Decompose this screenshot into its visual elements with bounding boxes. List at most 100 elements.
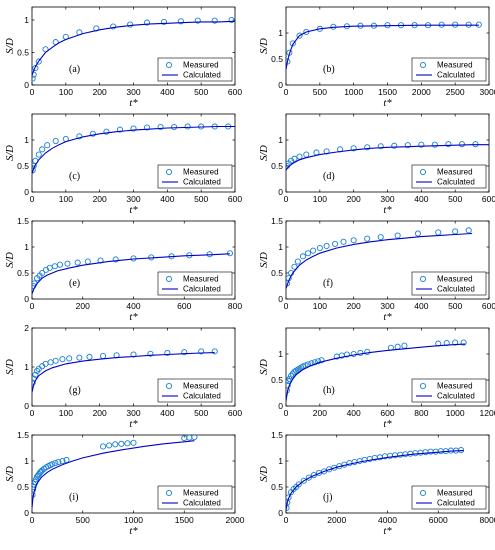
y-tick-label: 0.5 [17,482,29,492]
chart-panel-f: 0 100 200 300 400 500 600 0 0.5 1 1.5 t* S/D (f) Measu… [259,216,495,323]
chart-panel-c: 0 100 200 300 400 500 600 0 0.5 1 t* S/D (c) Measured… [5,113,242,216]
legend-calculated-label: Calculated [183,392,221,401]
measured-point [211,17,218,24]
y-tick-label: 1.5 [271,216,283,226]
measured-point [452,228,459,235]
x-tick-label: 4000 [378,515,397,525]
measured-point [47,359,54,366]
calculated-line [32,352,215,393]
legend-calculated-label: Calculated [437,392,475,401]
measured-point [401,342,408,349]
x-tick-label: 0 [284,194,289,204]
measured-point [63,456,70,464]
y-tick-label: 0.5 [271,161,283,171]
x-tick-label: 600 [177,301,191,311]
y-tick-label: 0.5 [271,268,283,278]
calculated-line [286,232,473,289]
x-tick-label: 500 [448,301,462,311]
panel-label: (g) [69,385,81,396]
x-tick-label: 400 [160,87,174,97]
x-tick-label: 500 [76,515,90,525]
measured-point [310,247,317,254]
measured-point [404,142,411,149]
y-tick-label: 0.5 [17,48,29,58]
legend-measured-marker [165,61,173,69]
measured-point [147,350,154,357]
measured-point [39,146,46,153]
x-tick-label: 100 [313,301,327,311]
calculated-line [32,253,230,295]
measured-point [39,269,46,277]
measured-point [56,261,63,268]
measured-point [407,450,414,457]
y-tick-label: 0 [278,187,283,197]
x-tick-label: 0 [30,515,35,525]
y-tick-label: 0 [278,294,283,304]
measured-point [296,153,303,160]
legend-measured-marker [419,489,427,497]
y-tick-label: 0 [24,80,29,90]
y-tick-label: 1.5 [17,430,29,440]
measured-point [171,123,178,131]
measured-point [299,253,306,260]
measured-point [458,447,465,454]
x-tick-label: 0 [284,408,289,418]
x-tick-label: 200 [93,87,107,97]
y-tick-label: 0.5 [271,54,283,64]
measured-point [112,256,119,263]
legend-measured-label: Measured [183,61,219,70]
plot-area [286,141,489,171]
panel-label: (d) [323,171,335,182]
legend-measured-marker [165,168,173,176]
measured-point [321,468,328,475]
legend-calculated-label: Calculated [183,71,221,80]
x-axis-label: t* [383,312,392,323]
measured-point [318,357,325,364]
plot-area [32,250,233,295]
y-tick-label: 1 [278,242,283,252]
measured-point [130,125,137,132]
y-tick-label: 1 [24,242,29,252]
measured-point [35,472,42,479]
legend-measured-label: Measured [437,489,473,498]
measured-point [303,151,310,158]
measured-point [402,451,409,458]
y-tick-label: 0 [278,401,283,411]
chart-panel-d: 0 100 200 300 400 500 600 0 0.5 1 t* S/D (d) Measured… [259,113,495,216]
chart-panel-i: 0 500 1000 1500 2000 0 0.5 1 1.5 t* S/D (i) Measured… [5,430,245,537]
measured-point [157,123,164,131]
y-tick-label: 1 [24,456,29,466]
measured-point [64,260,71,267]
x-tick-label: 2000 [412,87,431,97]
x-tick-label: 500 [194,87,208,97]
y-tick-label: 0.5 [17,268,29,278]
x-tick-label: 0 [30,301,35,311]
x-tick-label: 100 [59,194,73,204]
x-tick-label: 500 [448,194,462,204]
x-tick-label: 400 [160,194,174,204]
measured-point [350,350,357,358]
measured-point [300,477,307,484]
measured-point [118,440,125,447]
measured-point [32,379,36,386]
calculated-line [32,440,195,508]
x-tick-label: 100 [313,194,327,204]
measured-point [304,250,312,257]
measured-point [364,144,371,151]
x-tick-label: 600 [482,194,495,204]
legend-measured-marker [165,382,173,390]
measured-point [435,229,442,236]
measured-point [286,382,291,389]
x-tick-label: 1500 [175,515,194,525]
x-tick-label: 300 [380,301,394,311]
measured-point [177,18,184,25]
x-tick-label: 600 [380,408,394,418]
y-tick-label: 1 [278,135,283,145]
measured-point [86,353,93,360]
x-axis-label: t* [383,526,392,537]
measured-point [34,367,41,374]
